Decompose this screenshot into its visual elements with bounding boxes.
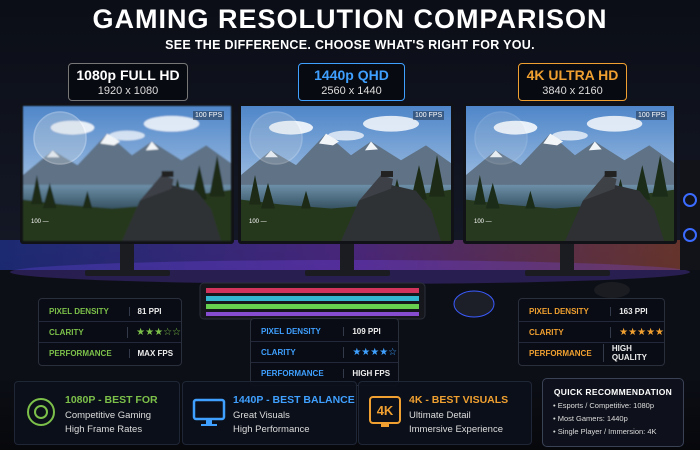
card-line: High Performance: [233, 424, 310, 435]
stat-row: PIXEL DENSITY 81 PPI: [39, 301, 181, 322]
resolution-pixels: 2560 x 1440: [321, 85, 382, 97]
resolution-name: 1440p QHD: [314, 67, 389, 83]
stat-row: CLARITY ★★★☆☆: [39, 322, 181, 343]
stat-name: PERFORMANCE: [49, 348, 112, 358]
hud-health: 100 —: [249, 219, 267, 225]
stat-row: CLARITY ★★★★★: [519, 322, 664, 343]
card-icon: [27, 398, 55, 426]
subtitle: SEE THE DIFFERENCE. CHOOSE WHAT'S RIGHT …: [165, 38, 535, 52]
fps-counter: 100 FPS: [413, 111, 445, 120]
stat-row: PERFORMANCE HIGH FPS: [251, 363, 398, 383]
stats-panel: PIXEL DENSITY 81 PPI CLARITY ★★★☆☆ PERFORMAN…: [38, 298, 182, 366]
stats-panel: PIXEL DENSITY 163 PPI CLARITY ★★★★★ PERFORMA…: [518, 298, 665, 366]
card-title: 1440P - BEST BALANCE: [233, 394, 355, 406]
stat-value: HIGH FPS: [343, 368, 390, 378]
stat-value: ★★★★☆: [343, 346, 397, 358]
title: GAMING RESOLUTION COMPARISON: [92, 4, 608, 34]
card-line: Immersive Experience: [409, 424, 503, 435]
stat-name: PERFORMANCE: [529, 348, 592, 358]
resolution-pixels: 3840 x 2160: [542, 85, 603, 97]
stat-row: CLARITY ★★★★☆: [251, 342, 398, 363]
card-line: High Frame Rates: [65, 424, 143, 435]
fps-counter: 100 FPS: [636, 111, 668, 120]
summary-card: 1080P - BEST FOR Competitive Gaming High F…: [14, 381, 180, 445]
card-icon: 4K: [369, 396, 401, 427]
stat-value: 81 PPI: [128, 306, 162, 316]
stats-panel: PIXEL DENSITY 109 PPI CLARITY ★★★★☆ PERFORMA…: [250, 318, 399, 386]
stat-name: PERFORMANCE: [261, 368, 324, 378]
stat-row: PIXEL DENSITY 163 PPI: [519, 301, 664, 322]
card-line: Great Visuals: [233, 410, 290, 421]
recommendation-item: Esports / Competitive: 1080p: [553, 401, 683, 410]
recommendation-item: Single Player / Immersion: 4K: [553, 427, 683, 436]
stat-name: CLARITY: [261, 347, 296, 357]
hud-health: 100 —: [31, 219, 49, 225]
stat-value: ★★★★★: [610, 326, 664, 338]
hud-health: 100 —: [474, 219, 492, 225]
stat-name: PIXEL DENSITY: [49, 306, 109, 316]
stat-value: 163 PPI: [610, 306, 648, 316]
stat-row: PERFORMANCE HIGH QUALITY: [519, 343, 664, 363]
card-title: 1080P - BEST FOR: [65, 394, 158, 406]
card-title: 4K - BEST VISUALS: [409, 394, 509, 406]
stat-row: PIXEL DENSITY 109 PPI: [251, 321, 398, 342]
resolution-name: 4K ULTRA HD: [526, 67, 619, 83]
summary-card: 1440P - BEST BALANCE Great Visuals High Pe…: [182, 381, 357, 445]
stat-row: PERFORMANCE MAX FPS: [39, 343, 181, 363]
stat-name: PIXEL DENSITY: [529, 306, 589, 316]
stat-name: PIXEL DENSITY: [261, 326, 321, 336]
stat-value: MAX FPS: [128, 348, 173, 358]
recommendation-item: Most Gamers: 1440p: [553, 414, 683, 423]
resolution-name: 1080p FULL HD: [76, 67, 180, 83]
stat-name: CLARITY: [49, 327, 84, 337]
card-line: Ultimate Detail: [409, 410, 471, 421]
recommendation-title: QUICK RECOMMENDATION: [553, 387, 673, 397]
resolution-label: 4K ULTRA HD 3840 x 2160: [518, 63, 627, 101]
icon-text: 4K: [377, 403, 394, 418]
fps-counter: 100 FPS: [193, 111, 225, 120]
stat-value: 109 PPI: [343, 326, 381, 336]
card-line: Competitive Gaming: [65, 410, 152, 421]
resolution-pixels: 1920 x 1080: [97, 85, 159, 97]
summary-card: 4K 4K - BEST VISUALS Ultimate Detail Immers…: [358, 381, 532, 445]
card-icon: [192, 398, 226, 426]
resolution-label: 1080p FULL HD 1920 x 1080: [68, 63, 188, 101]
resolution-label: 1440p QHD 2560 x 1440: [298, 63, 405, 101]
recommendation-box: QUICK RECOMMENDATION Esports / Competitiv…: [542, 378, 684, 447]
stat-value: HIGH QUALITY: [602, 344, 664, 362]
stat-value: ★★★☆☆: [127, 326, 181, 338]
stat-name: CLARITY: [529, 327, 564, 337]
